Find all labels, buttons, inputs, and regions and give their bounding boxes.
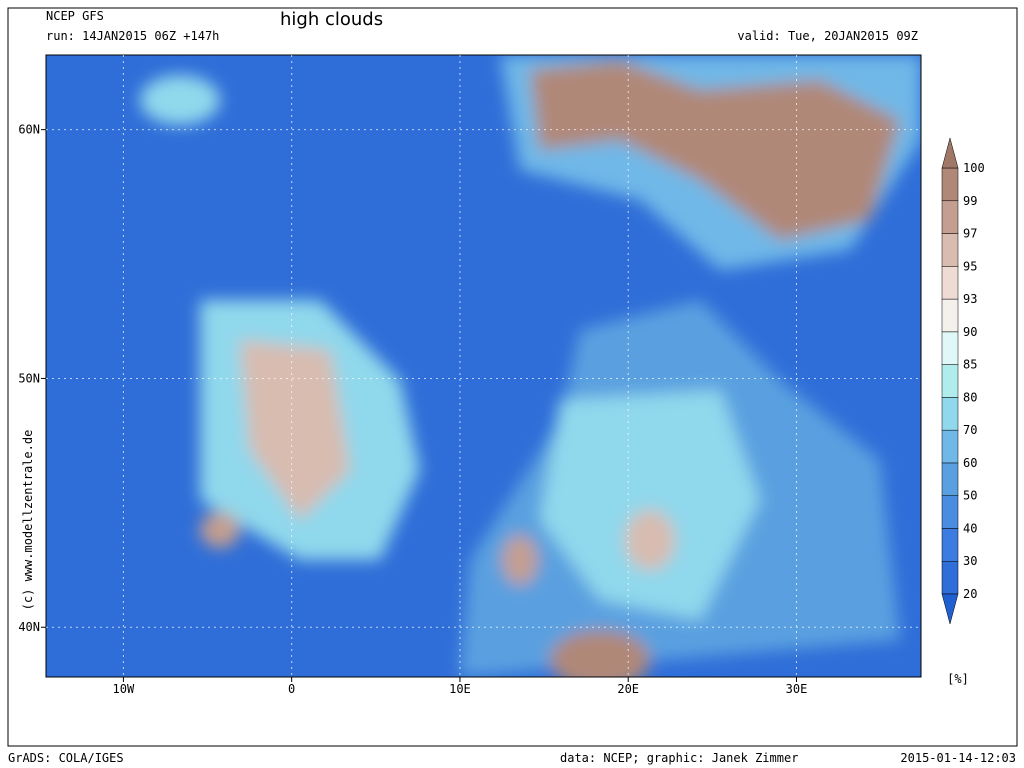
valid: valid: Tue, 20JAN2015 09Z [737,29,918,43]
footer-center: data: NCEP; graphic: Janek Zimmer [560,751,798,765]
map-border [45,54,922,678]
x-tick-label: 20E [617,682,639,696]
title: high clouds [280,9,383,30]
colorbar-label: 70 [963,423,977,437]
y-tick-label: 40N [18,620,40,634]
colorbar-segment [941,266,959,300]
colorbar-label: 99 [963,194,977,208]
colorbar-label: 93 [963,292,977,306]
colorbar-segment [941,495,959,529]
footer-right: 2015-01-14-12:03 [900,751,1016,765]
colorbar-label: 97 [963,227,977,241]
map-field [46,55,921,677]
colorbar-label: 90 [963,325,977,339]
x-tick-label: 10E [449,682,471,696]
x-tick-label: 30E [786,682,808,696]
colorbar-label: 20 [963,587,977,601]
colorbar-label: 85 [963,358,977,372]
run: run: 14JAN2015 06Z +147h [46,29,219,43]
colorbar-segment [941,167,959,202]
colorbar-segment [941,528,959,562]
colorbar-segment [941,397,959,431]
unit: [%] [947,672,969,686]
y-tick-label: 60N [18,123,40,137]
y-tick-label: 50N [18,371,40,385]
footer-left: GrADS: COLA/IGES [8,751,124,765]
colorbar-segment [941,298,959,333]
colorbar-label: 50 [963,489,977,503]
colorbar-segment [941,200,959,234]
model: NCEP GFS [46,9,104,23]
colorbar-over [941,137,959,169]
colorbar-label: 40 [963,521,977,535]
colorbar-segment [941,560,959,595]
colorbar-segment [941,233,959,267]
x-tick-label: 10W [113,682,135,696]
colorbar-label: 60 [963,456,977,470]
colorbar-label: 100 [963,161,985,175]
colorbar-under [941,593,959,625]
colorbar-label: 30 [963,554,977,568]
watermark: (c) www.modellzentrale.de [21,430,35,611]
colorbar-segment [941,331,959,365]
colorbar-segment [941,364,959,398]
colorbar-segment [941,429,959,464]
colorbar-label: 80 [963,390,977,404]
x-tick-label: 0 [288,682,295,696]
colorbar-segment [941,462,959,496]
colorbar-label: 95 [963,259,977,273]
frame [7,7,1018,747]
